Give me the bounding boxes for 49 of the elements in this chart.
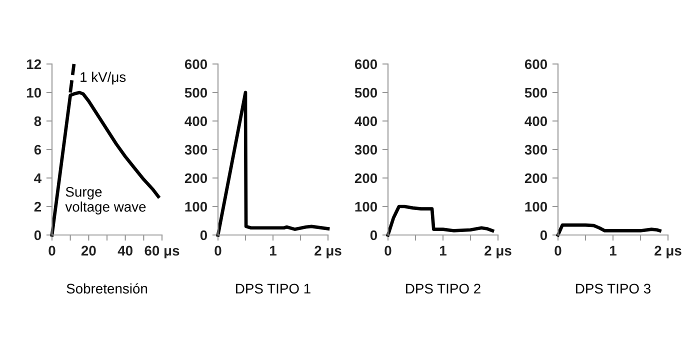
annotation: Surge voltage wave	[65, 186, 146, 214]
x-tick-label: 0	[48, 246, 56, 256]
x-tick-label: 20	[81, 246, 96, 256]
y-tick-label: 400	[184, 116, 208, 126]
x-axis-title: DPS TIPO 2	[406, 284, 480, 294]
annotation: 1 kV/μs	[80, 72, 126, 85]
y-tick-label: 500	[354, 88, 378, 98]
y-tick-label: 10	[27, 88, 42, 98]
x-tick-label: 1	[270, 246, 276, 256]
y-tick-label: 600	[524, 59, 548, 70]
line-series	[386, 204, 494, 237]
y-tick-label: 500	[184, 88, 208, 98]
y-tick-label: 300	[354, 144, 378, 155]
y-tick-label: 2	[34, 202, 42, 212]
y-tick-label: 8	[34, 116, 42, 126]
y-tick-label: 0	[200, 230, 208, 240]
y-tick-label: 0	[370, 230, 378, 240]
y-tick-label: 0	[540, 230, 548, 240]
x-axis-title: DPS TIPO 1	[236, 284, 310, 294]
y-tick-label: 100	[355, 202, 378, 212]
x-tick-label: 2 μs	[484, 246, 512, 258]
x-axis-title: Sobretensión	[66, 283, 148, 294]
x-tick-label: 0	[214, 246, 222, 256]
x-axis-title: DPS TIPO 3	[576, 284, 650, 294]
x-tick-label: 2 μs	[654, 246, 682, 258]
x-tick-label: 1	[610, 246, 616, 256]
x-tick-label: 0	[554, 246, 562, 256]
y-tick-label: 4	[34, 173, 42, 184]
x-tick-label: 0	[384, 246, 392, 256]
y-tick-label: 12	[27, 59, 42, 70]
y-tick-label: 100	[185, 202, 208, 212]
y-tick-label: 600	[354, 59, 378, 70]
y-tick-label: 200	[354, 173, 378, 184]
y-tick-label: 300	[524, 144, 548, 155]
x-tick-label: 1	[440, 246, 446, 256]
x-tick-label: 60 μs	[144, 246, 180, 258]
y-tick-label: 600	[184, 59, 208, 70]
y-tick-label: 400	[354, 116, 378, 126]
y-tick-label: 100	[525, 202, 548, 212]
y-tick-label: 500	[524, 88, 548, 98]
x-tick-label: 2 μs	[314, 246, 342, 258]
y-tick-label: 0	[34, 230, 42, 240]
y-tick-label: 6	[34, 144, 42, 155]
y-tick-label: 400	[524, 116, 548, 126]
x-tick-label: 40	[118, 246, 132, 256]
y-tick-label: 200	[524, 173, 548, 184]
y-tick-label: 300	[184, 144, 208, 155]
line-series	[556, 223, 662, 237]
y-tick-label: 200	[184, 173, 208, 184]
